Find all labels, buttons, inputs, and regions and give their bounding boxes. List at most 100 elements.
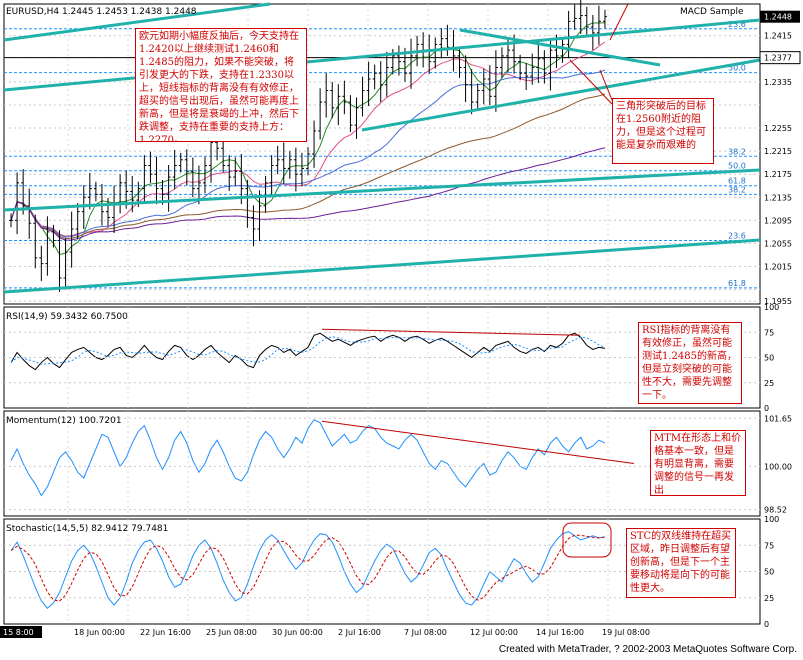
rsi-axis-label: 0 — [764, 404, 769, 413]
stochastic-signal-line — [10, 534, 606, 602]
trend-line — [3, 168, 761, 212]
price-bar — [312, 120, 317, 168]
price-bar — [360, 76, 365, 117]
price-bar — [366, 61, 371, 107]
price-bar — [9, 213, 14, 228]
time-axis-label: 22 Jun 16:00 — [140, 628, 191, 637]
fib-level-label: 61.8 — [728, 279, 746, 288]
price-bar — [602, 9, 607, 29]
price-bar — [39, 245, 44, 281]
ma-long-line — [10, 93, 606, 240]
ma-slow-line — [10, 69, 606, 238]
fib-level-label: 38.2 — [728, 185, 746, 194]
momentum-title: Momentum(12) 100.7201 — [6, 416, 122, 426]
stochastic-highlight — [562, 522, 612, 558]
price-bar — [257, 190, 262, 242]
price-bar — [227, 155, 232, 191]
price-bar — [51, 224, 56, 248]
note-stc: STC的双线维持在超买区域，昨日调整后有望创新高，但是下一个主要移动将是向下的可… — [626, 528, 736, 598]
price-bar — [536, 41, 541, 84]
price-bar — [475, 83, 480, 109]
price-bar — [245, 179, 250, 228]
price-bar — [221, 141, 226, 173]
price-bar — [287, 151, 292, 179]
time-axis-label: 30 Jun 00:00 — [272, 628, 323, 637]
price-bar — [542, 50, 547, 84]
price-axis-label: 1.2175 — [764, 170, 792, 179]
price-bar — [324, 73, 329, 118]
time-axis-label: 25 Jun 08:00 — [206, 628, 257, 637]
price-bar — [233, 157, 238, 186]
current-price-label: 1.2448 — [764, 13, 792, 22]
price-bar — [293, 147, 298, 192]
price-bar — [530, 53, 535, 85]
price-bar — [263, 175, 268, 213]
price-bar — [330, 81, 335, 119]
rsi-axis-label: 75 — [764, 328, 774, 337]
price-bar — [481, 68, 486, 105]
price-bar — [57, 230, 62, 292]
price-bar — [439, 28, 444, 59]
price-bar — [336, 84, 341, 126]
main-chart-title: EURUSD,H4 1.2445 1.2453 1.2438 1.2448 — [6, 7, 197, 17]
price-bar — [251, 205, 256, 247]
price-bar — [239, 154, 244, 205]
price-bar — [184, 149, 189, 186]
price-bar — [281, 142, 286, 184]
price-axis-label: 1.2415 — [764, 32, 792, 41]
price-axis-label: 1.2135 — [764, 193, 792, 202]
rsi-axis-label: 50 — [764, 354, 774, 363]
trend-line — [459, 28, 661, 67]
note-main: 欧元如期小幅度反抽后，今天支持在1.2420以上继续测试1.2460和1.248… — [135, 28, 307, 142]
price-bar — [463, 55, 468, 103]
rsi-title: RSI(14,9) 59.3432 60.7500 — [6, 312, 128, 322]
stochastic-main-line — [10, 531, 606, 609]
price-bar — [130, 175, 135, 213]
price-bar — [445, 24, 450, 56]
price-bar — [512, 34, 517, 74]
stochastic-axis-label: 25 — [764, 594, 774, 603]
price-bar — [487, 65, 492, 105]
rsi-axis-label: 100 — [764, 303, 779, 312]
callout-line — [599, 69, 613, 101]
price-bar — [578, 0, 583, 34]
price-bar — [93, 181, 98, 202]
time-axis-label: 14 Jul 16:00 — [536, 628, 584, 637]
marked-level-label: 1.2377 — [764, 54, 792, 63]
price-bar — [196, 165, 201, 205]
footer: Created with MetaTrader, ? 2002-2003 Met… — [0, 640, 803, 660]
footer-credit: Created with MetaTrader, ? 2002-2003 Met… — [498, 644, 797, 655]
price-bar — [499, 47, 504, 78]
price-bar — [396, 45, 401, 76]
price-bar — [154, 156, 159, 205]
momentum-axis-label: 98.52 — [764, 506, 787, 515]
price-bar — [348, 95, 353, 133]
fib-level-label: 50.0 — [728, 162, 746, 171]
rsi-divergence-line — [321, 328, 581, 336]
price-bar — [106, 197, 110, 227]
pane-frame — [3, 410, 761, 517]
price-bar — [584, 6, 589, 38]
price-bar — [75, 203, 80, 240]
stochastic-axis-label: 50 — [764, 568, 774, 577]
price-bar — [518, 54, 523, 81]
price-bar — [190, 157, 195, 198]
time-axis-label: 18 Jun 00:00 — [74, 628, 125, 637]
price-axis-label: 1.2215 — [764, 147, 792, 156]
price-bar — [275, 145, 280, 175]
price-axis-label: 1.2055 — [764, 239, 792, 248]
price-axis-label: 1.2255 — [764, 124, 792, 133]
price-bar — [318, 88, 323, 140]
trend-line — [3, 2, 271, 42]
time-axis-label: 7 Jul 08:00 — [404, 628, 447, 637]
price-bar — [269, 155, 274, 197]
price-bar — [45, 216, 50, 276]
price-bar — [433, 37, 438, 69]
note-triangle: 三角形突破后的目标在1.2560附近的阻力，但是这个过程可能是复杂而艰难的 — [612, 98, 714, 164]
price-bar — [202, 156, 207, 194]
stochastic-axis-label: 100 — [764, 515, 779, 524]
trend-line — [3, 238, 761, 294]
price-bar — [469, 69, 474, 115]
price-bar — [378, 61, 383, 103]
stochastic-axis-label: 0 — [764, 620, 769, 629]
